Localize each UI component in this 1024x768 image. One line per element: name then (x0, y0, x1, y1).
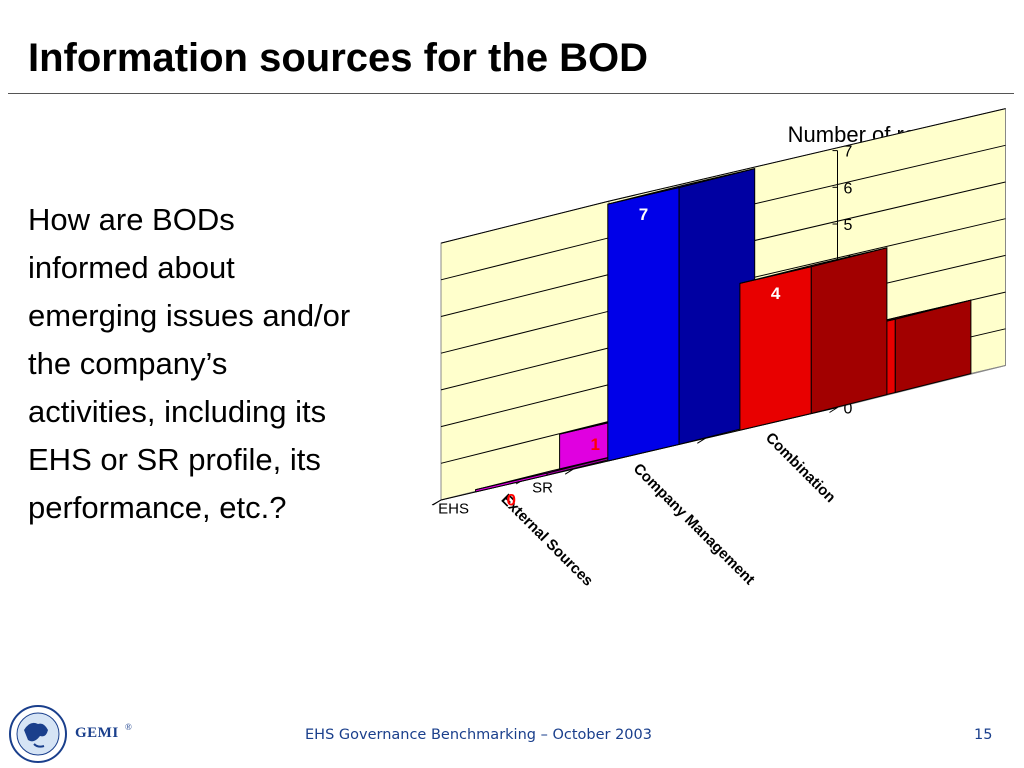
logo-text: GEMI (75, 725, 119, 741)
footer-text: EHS Governance Benchmarking – October 20… (305, 727, 652, 743)
bar-top-face (739, 247, 888, 284)
value-tick-label: 5 (844, 217, 853, 234)
bar: 0 (475, 453, 624, 509)
data-label: 4 (771, 284, 781, 303)
question-text: How are BODs informed about emerging iss… (28, 202, 351, 525)
value-tick-label: 0 (844, 401, 853, 418)
bar: 4 (739, 247, 888, 431)
category-label: Company Management (630, 460, 758, 588)
series-axis: EHS SR (431, 457, 610, 518)
page-number: 15 (974, 727, 993, 743)
series-label: EHS (438, 501, 469, 518)
series-axis-tick (431, 499, 442, 506)
title-divider (8, 93, 1014, 94)
category-label: Combination (762, 429, 839, 506)
logo-registered-mark: ® (125, 722, 132, 732)
data-label: 0 (507, 490, 516, 509)
category-axis-tick (697, 437, 706, 444)
gridline (440, 108, 1006, 244)
category-axis-tick (829, 407, 838, 413)
gemi-logo (9, 705, 67, 763)
value-tick-label: 7 (844, 144, 853, 161)
bar: 7 (607, 167, 756, 462)
bar-side-face (810, 247, 888, 415)
bar-top-face (607, 168, 755, 205)
series-label: SR (532, 480, 553, 497)
category-axis-tick (564, 468, 574, 475)
bars: 132074 (475, 167, 972, 509)
value-tick-label: 6 (844, 180, 853, 197)
data-label: 7 (639, 205, 648, 224)
bar-front-face (607, 186, 680, 462)
slide-title: Information sources for the BOD (28, 36, 649, 80)
data-label: 1 (591, 435, 600, 454)
